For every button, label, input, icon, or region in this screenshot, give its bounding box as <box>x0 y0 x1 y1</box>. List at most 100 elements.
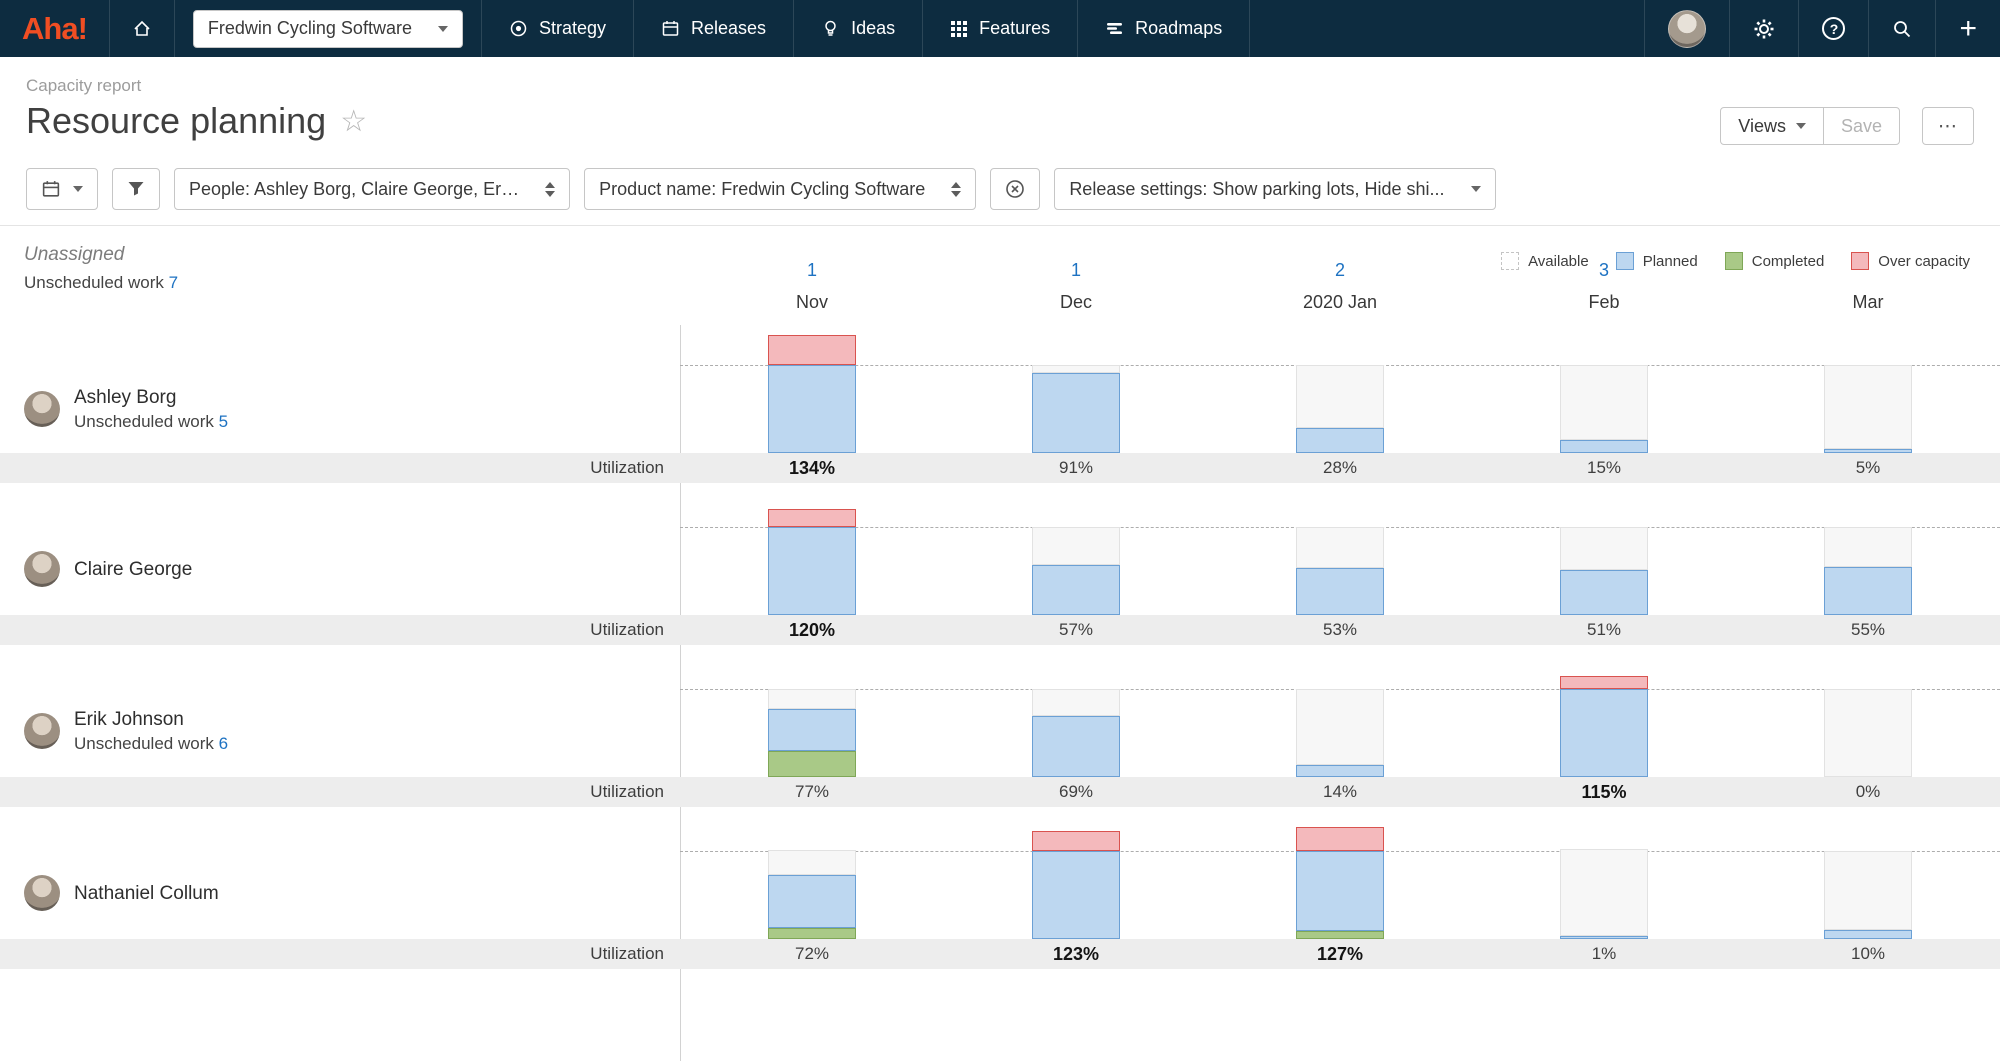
planned-segment <box>1032 565 1120 615</box>
capacity-bar[interactable] <box>1560 676 1648 777</box>
help-button[interactable]: ? <box>1799 0 1868 57</box>
user-menu-button[interactable] <box>1645 0 1729 57</box>
over-capacity-segment <box>768 509 856 527</box>
add-button[interactable]: + <box>1936 0 2000 57</box>
capacity-bar[interactable] <box>768 689 856 777</box>
capacity-bar[interactable] <box>1032 527 1120 615</box>
calendar-icon <box>41 179 61 199</box>
legend-label: Over capacity <box>1878 252 1970 270</box>
unscheduled-count-link[interactable]: 5 <box>218 412 229 431</box>
star-favorite-icon[interactable]: ☆ <box>340 104 368 138</box>
available-segment <box>1824 689 1912 777</box>
utilization-value: 120% <box>788 620 836 640</box>
product-name-filter[interactable]: Product name: Fredwin Cycling Software <box>584 168 977 210</box>
capacity-bar[interactable] <box>1560 527 1648 615</box>
planned-segment <box>1560 936 1648 939</box>
capacity-bar[interactable] <box>1824 365 1912 453</box>
month-label: Mar <box>1852 292 1884 312</box>
capacity-bar[interactable] <box>1824 851 1912 939</box>
capacity-bar[interactable] <box>768 509 856 615</box>
unassigned-count-link[interactable]: 1 <box>1070 260 1081 280</box>
utilization-value: 123% <box>1052 944 1100 964</box>
product-selector[interactable]: Fredwin Cycling Software <box>192 9 463 48</box>
capacity-bar[interactable] <box>1560 365 1648 453</box>
capacity-bar[interactable] <box>1032 831 1120 939</box>
nav-separator <box>793 0 795 57</box>
utilization-value: 115% <box>1581 782 1627 802</box>
home-icon <box>132 19 152 39</box>
filter-button[interactable] <box>112 168 160 210</box>
utilization-value: 55% <box>1850 620 1886 639</box>
nav-separator <box>173 0 175 57</box>
utilization-label: Utilization <box>590 620 664 639</box>
home-button[interactable] <box>110 0 174 57</box>
more-options-button[interactable]: ⋯ <box>1922 107 1974 145</box>
aha-logo[interactable]: Aha! <box>22 10 88 46</box>
chevron-down-icon <box>437 25 448 32</box>
plus-icon: + <box>1959 11 1977 45</box>
unassigned-count-link[interactable]: 2 <box>1334 260 1345 280</box>
remove-filter-button[interactable] <box>990 168 1041 210</box>
utilization-value: 15% <box>1586 458 1622 477</box>
over-capacity-segment <box>768 335 856 365</box>
nav-separator <box>1644 0 1646 57</box>
capacity-bar[interactable] <box>1824 527 1912 615</box>
utilization-row: Utilization 72% 123% 127% 1% 10% <box>0 939 2000 969</box>
capacity-bar[interactable] <box>768 335 856 453</box>
capacity-bar[interactable] <box>1296 365 1384 453</box>
settings-button[interactable] <box>1730 0 1798 57</box>
nav-item-roadmaps[interactable]: Roadmaps <box>1078 0 1249 57</box>
person-name: Nathaniel Collum <box>74 882 219 904</box>
capacity-bar[interactable] <box>1296 827 1384 939</box>
unassigned-count-link[interactable]: 1 <box>806 260 817 280</box>
legend-swatch <box>1501 252 1520 270</box>
nav-item-releases[interactable]: Releases <box>634 0 793 57</box>
completed-segment <box>1296 931 1384 939</box>
legend-item: Planned <box>1615 252 1698 270</box>
avatar <box>24 875 60 911</box>
capacity-bar[interactable] <box>1560 849 1648 939</box>
release-settings-filter[interactable]: Release settings: Show parking lots, Hid… <box>1054 168 1496 210</box>
grid-icon <box>950 20 968 38</box>
capacity-bar[interactable] <box>1032 689 1120 777</box>
capacity-bar[interactable] <box>768 850 856 939</box>
views-button[interactable]: Views <box>1720 107 1824 145</box>
utilization-value: 127% <box>1316 944 1364 964</box>
capacity-bar[interactable] <box>1824 689 1912 777</box>
completed-segment <box>768 751 856 777</box>
chevron-down-icon <box>1795 123 1806 129</box>
planned-segment <box>768 875 856 928</box>
available-segment <box>1032 527 1120 565</box>
nav-item-ideas[interactable]: Ideas <box>794 0 922 57</box>
capacity-bar[interactable] <box>1296 689 1384 777</box>
unscheduled-count-link[interactable]: 6 <box>218 734 229 753</box>
unassigned-count-link[interactable]: 3 <box>1598 260 1609 280</box>
nav-item-label: Ideas <box>851 18 896 38</box>
month-label: 2020 Jan <box>1302 292 1378 312</box>
legend-swatch <box>1615 252 1634 270</box>
save-button[interactable]: Save <box>1822 107 1900 145</box>
nav-separator <box>1249 0 1251 57</box>
page-header: Capacity report Resource planning ☆ View… <box>0 57 2000 155</box>
unscheduled-count-link[interactable]: 7 <box>168 273 179 292</box>
completed-segment <box>768 928 856 939</box>
people-filter[interactable]: People: Ashley Borg, Claire George, Er… <box>174 168 571 210</box>
utilization-value: 69% <box>1058 782 1094 801</box>
capacity-bar[interactable] <box>1296 527 1384 615</box>
month-label: Feb <box>1588 292 1620 312</box>
nav-item-features[interactable]: Features <box>923 0 1077 57</box>
legend-label: Planned <box>1642 252 1698 270</box>
nav-item-strategy[interactable]: Strategy <box>482 0 633 57</box>
date-range-button[interactable] <box>26 168 98 210</box>
question-icon: ? <box>1822 17 1846 40</box>
capacity-bar[interactable] <box>1032 365 1120 453</box>
planned-segment <box>768 527 856 615</box>
search-button[interactable] <box>1869 0 1935 57</box>
unassigned-info: Unassigned Unscheduled work 7 <box>0 226 680 294</box>
utilization-value: 5% <box>1855 458 1881 477</box>
up-down-stepper-icon <box>951 181 962 197</box>
planned-segment <box>1032 851 1120 939</box>
capacity-report: Available Planned Completed Over capacity N… <box>0 226 2000 1061</box>
filter-bar: People: Ashley Borg, Claire George, Er… … <box>0 155 2000 226</box>
page-title: Resource planning <box>26 100 327 141</box>
